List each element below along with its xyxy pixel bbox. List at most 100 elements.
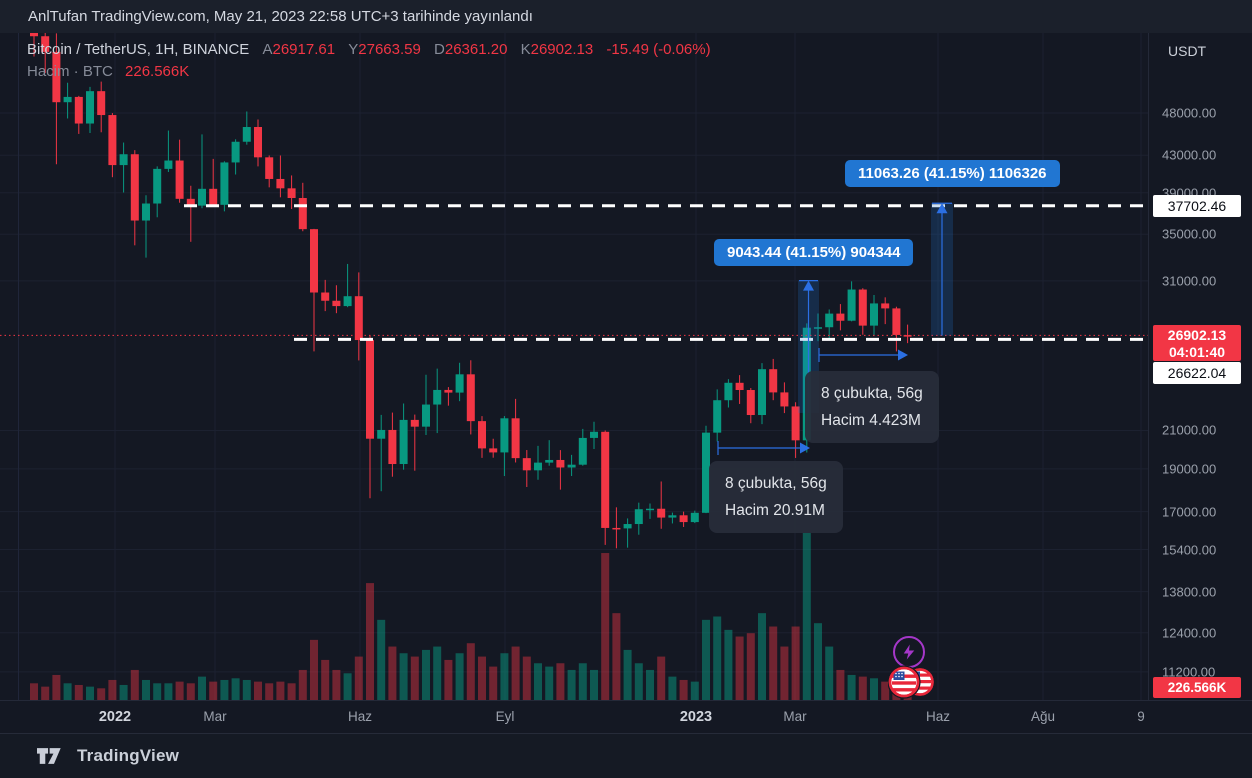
time-tick-label: Mar	[203, 709, 227, 724]
candle-body	[892, 308, 901, 335]
candle-body	[74, 96, 83, 124]
currency-label: USDT	[1168, 43, 1207, 59]
candle-body	[836, 313, 845, 321]
ray-high-price-label: 37702.46	[1153, 195, 1241, 217]
candle-body	[242, 127, 251, 142]
volume-bar	[399, 653, 408, 700]
candle-body	[254, 127, 262, 158]
publish-text: AnlTufan TradingView.com, May 21, 2023 2…	[28, 8, 533, 25]
price-tick-label: 11200.00	[1162, 664, 1216, 680]
grid-lines	[0, 33, 1148, 700]
volume-bar	[254, 681, 262, 700]
low-value: 26361.20	[444, 41, 508, 58]
volume-bar	[556, 663, 565, 700]
volume-bar	[455, 653, 464, 700]
candle-body	[780, 392, 789, 407]
volume-bar	[590, 669, 598, 700]
volume-bar	[209, 681, 218, 700]
volume-bar	[814, 623, 822, 700]
time-axis[interactable]: 2022 Mar Haz Eyl 2023 Mar Haz Ağu 9	[0, 700, 1252, 733]
price-chart-canvas[interactable]	[0, 0, 1252, 733]
candle-body	[310, 229, 318, 293]
measure-right-arrowhead	[800, 442, 810, 454]
volume-bar	[164, 683, 173, 700]
tooltip-bars-line: 8 çubukta, 56g	[821, 385, 923, 402]
volume-bar	[668, 676, 677, 700]
candle-body	[41, 36, 50, 52]
volume-bar	[578, 663, 587, 700]
volume-bar	[74, 684, 83, 700]
candle-body	[444, 389, 453, 393]
volume-bar	[198, 676, 206, 700]
volume-bar	[746, 633, 755, 700]
change-value: -15.49 (-0.06%)	[606, 41, 711, 58]
measure-badge-lower[interactable]: 9043.44 (41.15%) 904344	[714, 239, 914, 266]
candle-body	[164, 160, 173, 169]
candle-body	[534, 462, 542, 471]
volume-bar	[825, 646, 834, 700]
candle-body	[690, 512, 699, 523]
time-tick-label: Ağu	[1030, 709, 1056, 724]
candle-body	[478, 421, 486, 449]
volume-bar	[657, 656, 666, 700]
time-tick-label: Haz	[347, 709, 373, 724]
volume-bar	[52, 674, 61, 700]
candle-body	[209, 188, 218, 205]
price-tick-label: 21000.00	[1162, 422, 1217, 438]
symbol-title[interactable]: Bitcoin / TetherUS, 1H, BINANCE	[27, 41, 250, 58]
us-flag-coins-icon[interactable]	[887, 662, 944, 707]
volume-bar	[870, 678, 878, 700]
candle-body	[186, 198, 195, 206]
volume-bar	[354, 656, 363, 700]
volume-bar	[802, 533, 811, 700]
volume-row: Hacim · BTC 226.566K	[27, 63, 711, 80]
time-tick-label: 9	[1137, 709, 1145, 724]
candle-body	[343, 296, 352, 307]
candle-body	[858, 289, 867, 326]
open-value: 26917.61	[272, 41, 336, 58]
candle-body	[847, 289, 856, 321]
candle-body	[657, 508, 666, 518]
candle-body	[332, 300, 341, 307]
volume-bar	[298, 669, 307, 700]
volume-bar	[30, 683, 38, 700]
candle-body	[522, 458, 531, 471]
volume-bar	[142, 679, 150, 700]
time-tick-label: Mar	[783, 709, 807, 724]
candle-body	[724, 382, 733, 401]
candle-body	[63, 96, 72, 103]
symbol-row: Bitcoin / TetherUS, 1H, BINANCE A26917.6…	[27, 41, 711, 58]
volume-bar	[769, 626, 778, 700]
candle-body	[746, 390, 755, 416]
high-value: 27663.59	[358, 41, 421, 58]
volume-bar	[63, 683, 72, 700]
candle-body	[422, 404, 430, 427]
volume-bar	[847, 674, 856, 700]
price-axis[interactable]: USDT 48000.00 43000.00 39000.00 35000.00 310…	[1148, 33, 1252, 733]
volume-bar	[332, 669, 341, 700]
candle-body	[298, 198, 307, 230]
price-tick-label: 19000.00	[1162, 461, 1217, 477]
measure-badge-upper[interactable]: 11063.26 (41.15%) 1106326	[845, 160, 1060, 187]
measure-up-arrowhead	[936, 203, 948, 214]
volume-bar	[97, 688, 106, 700]
volume-bar	[522, 656, 531, 700]
candle-body	[713, 400, 722, 433]
volume-value: 226.566K	[125, 63, 190, 80]
candle-body	[198, 188, 206, 206]
candle-body	[321, 292, 330, 301]
volume-bar	[433, 646, 442, 700]
tradingview-brand[interactable]: TradingView	[37, 743, 179, 769]
lightning-glyph	[903, 644, 915, 660]
candle-body	[903, 335, 912, 337]
volume-bar	[511, 646, 520, 700]
time-tick-label: Eyl	[495, 709, 515, 724]
price-tick-label: 12400.00	[1162, 625, 1217, 641]
candle-body	[758, 369, 766, 416]
volume-label[interactable]: Hacim · BTC	[27, 63, 113, 80]
volume-bar	[466, 643, 475, 700]
volume-bar	[601, 553, 610, 700]
measure-up-arrowhead	[803, 280, 814, 291]
candle-body	[287, 188, 296, 199]
